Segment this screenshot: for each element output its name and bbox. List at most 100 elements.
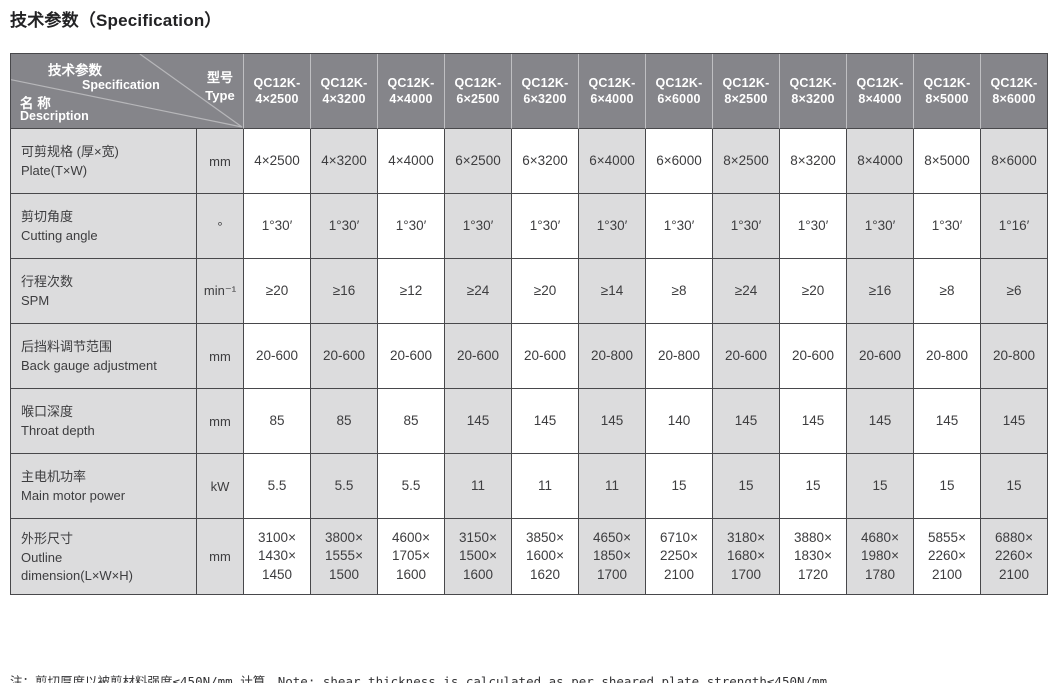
- row-label: 可剪规格 (厚×宽) Plate(T×W): [11, 129, 197, 194]
- spec-value: 6×6000: [646, 129, 713, 194]
- spec-value: ≥8: [914, 259, 981, 324]
- spec-value: 20-800: [981, 324, 1048, 389]
- spec-value: 3800× 1555× 1500: [311, 519, 378, 595]
- spec-value: 20-600: [512, 324, 579, 389]
- spec-value: 8×4000: [847, 129, 914, 194]
- row-unit: mm: [197, 519, 244, 595]
- model-header-6: QC12K- 6×4000: [579, 54, 646, 129]
- spec-value: 1°30′: [378, 194, 445, 259]
- spec-value: 8×6000: [981, 129, 1048, 194]
- row-label-en: Throat depth: [21, 423, 95, 439]
- spec-value: ≥20: [512, 259, 579, 324]
- spec-value: 4680× 1980× 1780: [847, 519, 914, 595]
- spec-value: 1°30′: [780, 194, 847, 259]
- row-label: 外形尺寸 Outline dimension(L×W×H): [11, 519, 197, 595]
- header-corner-cell: 技术参数 Specification 名 称 Description 型号 Ty…: [11, 54, 244, 129]
- row-label-cn: 喉口深度: [21, 404, 74, 420]
- spec-value: 20-600: [847, 324, 914, 389]
- spec-value: 145: [579, 389, 646, 454]
- spec-value: 1°30′: [847, 194, 914, 259]
- spec-value: 20-600: [445, 324, 512, 389]
- spec-value: 3180× 1680× 1700: [713, 519, 780, 595]
- model-header-4: QC12K- 6×2500: [445, 54, 512, 129]
- model-header-9: QC12K- 8×3200: [780, 54, 847, 129]
- spec-value: ≥14: [579, 259, 646, 324]
- spec-value: ≥24: [445, 259, 512, 324]
- spec-value: 5855× 2260× 2100: [914, 519, 981, 595]
- row-unit: mm: [197, 389, 244, 454]
- spec-value: 6×4000: [579, 129, 646, 194]
- spec-value: 6880× 2260× 2100: [981, 519, 1048, 595]
- spec-value: 1°30′: [914, 194, 981, 259]
- spec-row-7: 外形尺寸 Outline dimension(L×W×H) mm 3100× 1430…: [11, 519, 1048, 595]
- spec-value: ≥24: [713, 259, 780, 324]
- model-header-2: QC12K- 4×3200: [311, 54, 378, 129]
- footnote: 注：剪切厚度以被剪材料强度≤450N/mm 计算。Note: shear thi…: [10, 673, 828, 683]
- corner-label-param-en: Specification: [82, 78, 160, 92]
- spec-value: ≥16: [311, 259, 378, 324]
- row-label-cn: 后挡料调节范围: [21, 339, 113, 355]
- spec-value: 1°30′: [646, 194, 713, 259]
- row-label-en: Cutting angle: [21, 228, 98, 244]
- row-label: 后挡料调节范围 Back gauge adjustment: [11, 324, 197, 389]
- spec-value: 4×3200: [311, 129, 378, 194]
- spec-value: ≥12: [378, 259, 445, 324]
- row-label-cn: 外形尺寸: [21, 530, 74, 546]
- spec-value: 15: [646, 454, 713, 519]
- spec-value: 11: [579, 454, 646, 519]
- spec-value: 6×2500: [445, 129, 512, 194]
- diagonal-divider-lines: [11, 54, 243, 128]
- spec-value: 15: [914, 454, 981, 519]
- model-header-5: QC12K- 6×3200: [512, 54, 579, 129]
- row-label-cn: 可剪规格 (厚×宽): [21, 144, 119, 160]
- model-header-11: QC12K- 8×5000: [914, 54, 981, 129]
- table-header-row: 技术参数 Specification 名 称 Description 型号 Ty…: [11, 54, 1048, 129]
- spec-value: 6710× 2250× 2100: [646, 519, 713, 595]
- spec-value: 11: [512, 454, 579, 519]
- spec-value: 85: [244, 389, 311, 454]
- spec-value: 145: [981, 389, 1048, 454]
- spec-value: 1°30′: [512, 194, 579, 259]
- spec-value: 15: [847, 454, 914, 519]
- row-unit: mm: [197, 324, 244, 389]
- model-header-10: QC12K- 8×4000: [847, 54, 914, 129]
- spec-value: ≥8: [646, 259, 713, 324]
- spec-value: 20-600: [713, 324, 780, 389]
- row-label-en: Plate(T×W): [21, 163, 88, 179]
- spec-value: 4×4000: [378, 129, 445, 194]
- spec-value: 20-600: [378, 324, 445, 389]
- spec-value: 145: [914, 389, 981, 454]
- spec-row-3: 行程次数 SPM min⁻¹ ≥20 ≥16 ≥12 ≥24 ≥20 ≥14 ≥8 ≥24 ≥20 ≥1…: [11, 259, 1048, 324]
- spec-value: 20-600: [311, 324, 378, 389]
- spec-value: 15: [780, 454, 847, 519]
- spec-value: 4600× 1705× 1600: [378, 519, 445, 595]
- spec-value: 1°30′: [445, 194, 512, 259]
- spec-value: 20-600: [244, 324, 311, 389]
- model-header-8: QC12K- 8×2500: [713, 54, 780, 129]
- spec-value: 8×3200: [780, 129, 847, 194]
- spec-value: 20-800: [579, 324, 646, 389]
- spec-value: 5.5: [244, 454, 311, 519]
- row-unit: mm: [197, 129, 244, 194]
- spec-value: 20-600: [780, 324, 847, 389]
- spec-value: 8×5000: [914, 129, 981, 194]
- spec-value: ≥6: [981, 259, 1048, 324]
- spec-row-5: 喉口深度 Throat depth mm 85 85 85 145 145 145 140 145 1…: [11, 389, 1048, 454]
- row-label-cn: 剪切角度: [21, 209, 74, 225]
- spec-row-6: 主电机功率 Main motor power kW 5.5 5.5 5.5 11 11 11 15…: [11, 454, 1048, 519]
- spec-value: 1°30′: [713, 194, 780, 259]
- corner-label-type: 型号 Type: [205, 70, 235, 103]
- table-body: 可剪规格 (厚×宽) Plate(T×W) mm 4×2500 4×3200 4×4000…: [11, 129, 1048, 595]
- row-label-en: Back gauge adjustment: [21, 358, 157, 374]
- spec-value: 4650× 1850× 1700: [579, 519, 646, 595]
- corner-label-name-en: Description: [20, 109, 89, 123]
- spec-value: 15: [981, 454, 1048, 519]
- spec-value: 1°16′: [981, 194, 1048, 259]
- model-header-12: QC12K- 8×6000: [981, 54, 1048, 129]
- spec-row-4: 后挡料调节范围 Back gauge adjustment mm 20-600 20-6…: [11, 324, 1048, 389]
- spec-value: 4×2500: [244, 129, 311, 194]
- spec-value: 5.5: [311, 454, 378, 519]
- spec-value: 5.5: [378, 454, 445, 519]
- row-label: 剪切角度 Cutting angle: [11, 194, 197, 259]
- row-label: 主电机功率 Main motor power: [11, 454, 197, 519]
